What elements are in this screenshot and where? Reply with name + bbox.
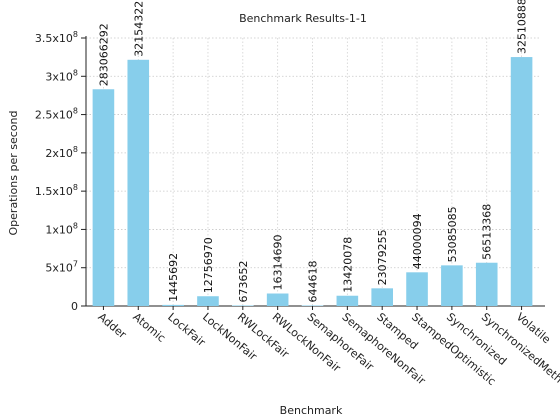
value-labels: 283066292 321543220 1445692 12756970 673652 1… — [97, 0, 528, 303]
x-axis-title: Benchmark — [280, 404, 343, 417]
x-tick-label: LockFair — [165, 310, 208, 349]
y-tick-label: 1x108 — [45, 221, 78, 236]
y-tick-label: 2x108 — [45, 145, 78, 160]
x-tick-label: Atomic — [130, 310, 168, 345]
bar — [266, 293, 289, 306]
bar — [232, 305, 254, 306]
bar — [197, 296, 219, 306]
x-tick-label: Adder — [95, 310, 129, 341]
y-tick-label: 1.5x108 — [35, 183, 78, 198]
bar-value-label: 673652 — [237, 260, 250, 302]
bar — [510, 57, 533, 307]
bar-value-label: 283066292 — [97, 23, 110, 86]
y-tick-label: 5x107 — [45, 260, 78, 275]
bar — [127, 59, 150, 306]
bar — [406, 272, 428, 306]
bar-value-label: 56513368 — [481, 204, 494, 260]
y-tick-label: 2.5x108 — [35, 107, 78, 122]
y-tick-label: 3.5x108 — [35, 30, 78, 45]
bars — [92, 57, 533, 307]
bar — [475, 262, 498, 306]
bar-value-label: 44000094 — [411, 213, 424, 269]
bar-value-label: 16314690 — [272, 235, 285, 291]
bar-value-label: 53085085 — [446, 206, 459, 262]
bar-value-label: 1445692 — [167, 253, 180, 302]
bar — [92, 89, 115, 306]
y-tick-label: 3x108 — [45, 68, 78, 83]
chart-title: Benchmark Results-1-1 — [239, 12, 367, 25]
bar-value-label: 325108887 — [516, 0, 529, 54]
bar-value-label: 12756970 — [202, 237, 215, 293]
bar — [336, 295, 359, 306]
y-axis-title: Operations per second — [7, 111, 20, 236]
bar-value-label: 13420078 — [341, 237, 354, 293]
bar — [441, 265, 463, 306]
bar-value-label: 644618 — [307, 261, 320, 303]
bar — [371, 288, 393, 306]
y-tick-label: 0 — [71, 300, 78, 313]
x-tick-labels: Adder AtomicLockFairLockNonFairRWLockFair… — [95, 310, 560, 394]
bar-value-label: 321543220 — [132, 0, 145, 57]
bar — [162, 304, 184, 306]
bar-value-label: 23079255 — [376, 229, 389, 285]
y-tick-labels: 0 5x107 1x108 1.5x108 2x108 2.5x108 3x108 3.5x1… — [35, 30, 78, 313]
